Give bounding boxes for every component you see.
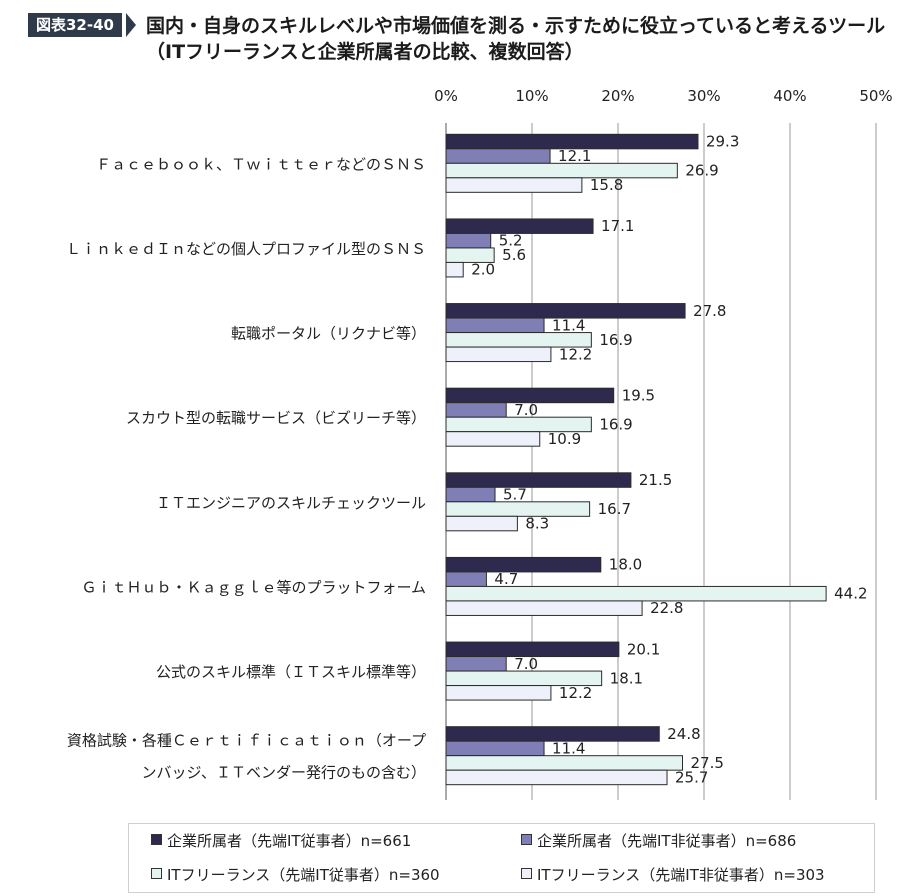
data-label: 25.7 [675,768,708,786]
data-label: 44.2 [834,585,867,603]
x-tick-label: 0% [434,87,458,105]
category-label: ＧｉｔＨｕｂ・Ｋａｇｇｌｅ等のプラットフォーム [81,578,426,596]
bar [445,177,583,193]
bar [445,402,507,418]
legend-swatch [521,868,532,879]
bar [445,656,507,672]
data-label: 20.1 [627,640,660,658]
bar [445,162,678,179]
data-label: 11.4 [552,316,585,334]
chart-title-line2: （ITフリーランスと企業所属者の比較、複数回答） [146,41,584,63]
data-label: 21.5 [639,471,672,489]
legend-swatch [521,834,532,845]
bar [445,726,660,742]
data-label: 5.6 [502,246,526,264]
data-label: 16.9 [599,331,632,349]
chart-legend: 企業所属者（先端IT従事者）n=661 企業所属者（先端IT非従事者）n=686… [128,823,875,893]
legend-item: ITフリーランス（先端IT非従事者）n=303 [521,866,825,884]
legend-label: 企業所属者（先端IT非従事者）n=686 [537,832,797,850]
chart-title-line1: 国内・自身のスキルレベルや市場価値を測る・示すために役立っていると考えるツール [146,15,886,37]
bar [445,261,464,278]
data-label: 7.0 [514,401,538,419]
bar [445,486,496,503]
bar [445,247,495,263]
bar [445,431,541,447]
category-label: 公式のスキル標準（ＩＴスキル標準等） [156,663,426,681]
data-label: 18.0 [609,556,642,574]
legend-label: 企業所属者（先端IT従事者）n=661 [167,832,412,850]
x-tick-label: 50% [859,87,892,105]
data-label: 4.7 [494,570,518,588]
chart-title: 国内・自身のスキルレベルや市場価値を測る・示すために役立っていると考えるツール … [146,13,885,65]
data-label: 16.7 [598,500,631,518]
category-label: ＬｉｎｋｅｄＩｎなどの個人プロファイル型のＳＮＳ [66,240,426,258]
bar [445,303,686,319]
data-label: 26.9 [685,162,718,180]
bar [445,218,594,234]
data-label: 15.8 [590,176,623,194]
bar [445,685,552,701]
data-label: 22.8 [650,599,683,617]
bar [445,133,699,150]
x-tick-label: 30% [687,87,720,105]
data-label: 29.3 [706,133,739,151]
data-label: 24.8 [667,725,700,743]
bar [445,585,827,602]
category-label: スカウト型の転職サービス（ビズリーチ等） [126,409,426,427]
legend-item: 企業所属者（先端IT従事者）n=661 [151,832,411,850]
data-label: 5.7 [503,486,527,504]
data-label: 2.0 [471,261,495,279]
legend-swatch [151,868,162,879]
data-label: 8.3 [525,515,549,533]
data-label: 5.2 [499,232,523,250]
data-label: 7.0 [514,655,538,673]
bar [445,515,518,532]
figure-tag: 図表32-40 [28,13,122,37]
data-label: 19.5 [622,386,655,404]
data-label: 11.4 [552,739,585,757]
bar [445,501,591,517]
data-label: 18.1 [610,669,643,687]
bar [445,740,545,757]
legend-label: ITフリーランス（先端IT従事者）n=360 [167,866,440,884]
bar [445,641,620,658]
bar [445,232,492,249]
x-tick-label: 10% [515,87,548,105]
data-label: 27.5 [691,754,724,772]
data-label: 12.2 [559,684,592,702]
data-label: 12.2 [559,345,592,363]
legend-swatch [151,834,162,845]
data-label: 16.9 [599,415,632,433]
legend-item: ITフリーランス（先端IT従事者）n=360 [151,866,440,884]
data-label: 27.8 [693,302,726,320]
bar [445,472,632,488]
data-label: 17.1 [601,217,634,235]
legend-item: 企業所属者（先端IT非従事者）n=686 [521,832,796,850]
legend-label: ITフリーランス（先端IT非従事者）n=303 [537,866,825,884]
bar [445,755,683,771]
bar [445,571,487,587]
bar [445,600,643,616]
bar-chart: 0% 10% 20% 30% 40% 50% Ｆａｃｅｂｏｏｋ、ＴｗｉｔｔｅｒなどのＳＮＳ 2… [66,87,893,800]
category-label: ＩＴエンジニアのスキルチェックツール [156,494,426,512]
data-label: 12.1 [558,147,591,165]
x-tick-label: 20% [601,87,634,105]
figure-tag-arrow [126,13,136,37]
bar [445,317,545,334]
data-label: 10.9 [548,430,581,448]
category-label: ンバッジ、ＩＴベンダー発行のもの含む） [141,764,426,782]
bar [445,387,615,404]
bar [445,556,602,573]
bar [445,148,551,164]
x-tick-label: 40% [773,87,806,105]
category-label: 資格試験・各種Ｃｅｒｔｉｆｉｃａｔｉｏｎ（オープ [67,732,426,750]
bar [445,769,668,786]
category-label: 転職ポータル（リクナビ等） [231,325,426,343]
category-label: Ｆａｃｅｂｏｏｋ、ＴｗｉｔｔｅｒなどのＳＮＳ [96,155,426,173]
bar [445,346,552,363]
